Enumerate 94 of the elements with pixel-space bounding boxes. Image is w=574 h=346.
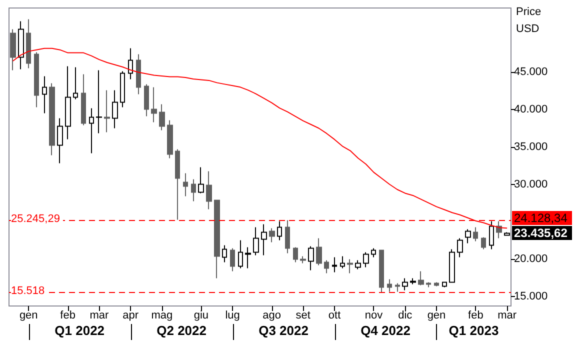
candlestick	[49, 82, 55, 156]
x-tick-label: ago	[262, 310, 281, 322]
y-tick-label: 20.000	[514, 252, 548, 265]
candlestick	[489, 220, 494, 250]
text: Q2 2022	[156, 323, 208, 338]
candlestick	[57, 118, 63, 164]
text: Q4 2022	[360, 323, 412, 338]
candlestick	[363, 252, 369, 268]
candlestick	[418, 270, 424, 286]
candlestick	[457, 238, 463, 258]
ref-line-label: 15.518	[11, 285, 48, 298]
y-tick-label: 40.000	[514, 104, 548, 116]
candlestick	[81, 74, 86, 126]
candlestick	[481, 236, 486, 250]
x-tick-label: giu	[194, 310, 209, 322]
candlestick	[316, 238, 322, 266]
candlestick	[222, 244, 227, 263]
candlestick	[89, 108, 94, 154]
candlestick	[324, 260, 329, 274]
candlestick	[371, 248, 376, 258]
x-tick-label: mar	[90, 310, 110, 322]
candlestick	[159, 104, 165, 131]
candlestick	[277, 220, 282, 241]
x-tick-label: gen	[427, 310, 446, 322]
text: Q1 2023	[448, 323, 500, 338]
candlestick	[434, 282, 439, 287]
x-tick-label: nov	[364, 310, 384, 322]
x-tick-label: ott	[328, 310, 341, 322]
candlestick	[151, 86, 157, 123]
candlestick	[104, 90, 110, 133]
candlestick	[10, 28, 16, 71]
candlestick	[214, 200, 220, 279]
x-tick-label: apr	[122, 310, 139, 322]
y-tick-label: 15.000	[514, 290, 548, 302]
candlestick	[473, 226, 478, 242]
candlestick	[269, 228, 275, 243]
candlestick	[136, 54, 141, 95]
candlestick	[395, 282, 400, 292]
candlestick	[442, 282, 447, 288]
x-tick-label: feb	[468, 310, 484, 322]
candlestick	[387, 278, 392, 292]
candlestick	[347, 258, 353, 274]
candlestick	[308, 246, 314, 271]
candlestick	[300, 256, 306, 264]
candlestick	[340, 256, 345, 269]
candlestick	[245, 246, 251, 269]
y-tick-label: 45.000	[514, 66, 548, 78]
ref-line-label: 25.245,29	[11, 212, 63, 226]
candlestick	[128, 48, 133, 80]
y-tick-label: 35.000	[514, 140, 548, 153]
candlestick	[175, 148, 180, 220]
candlestick	[65, 66, 71, 140]
candlestick	[34, 52, 39, 108]
y-axis-title: Price USD	[516, 5, 542, 37]
candlestick	[426, 282, 431, 288]
candlestick	[261, 224, 267, 256]
x-tick-label: lug	[225, 310, 240, 322]
candlestick	[465, 228, 471, 244]
candlestick	[402, 278, 408, 291]
line-series	[12, 48, 508, 229]
candlestick	[112, 90, 118, 129]
candlestick	[355, 260, 361, 270]
x-tick-label: feb	[60, 310, 76, 322]
candlestick	[332, 256, 337, 273]
x-tick-label: mar	[498, 310, 517, 322]
candlestick	[167, 120, 173, 159]
candlestick	[238, 240, 243, 269]
x-tick-label: set	[296, 310, 310, 322]
data-label: 24.128,34	[512, 211, 572, 226]
candlestick	[410, 278, 416, 285]
candlestick	[144, 84, 149, 117]
candlestick	[18, 20, 24, 70]
candlestick	[191, 178, 196, 202]
candlestick	[230, 248, 235, 272]
text: Q1 2022	[54, 323, 106, 338]
candlestick	[96, 70, 102, 134]
candlestick	[449, 248, 455, 283]
y-tick-label: 30.000	[514, 178, 548, 190]
candlestick	[73, 66, 78, 100]
x-tick-label: gen	[19, 310, 38, 322]
candlestick	[183, 172, 188, 197]
text: 23.435,62	[514, 226, 568, 240]
candlestick	[253, 226, 259, 256]
x-tick-label: dic	[398, 310, 413, 322]
candlestick	[285, 220, 290, 254]
candlestick	[198, 166, 204, 194]
candlestick	[293, 246, 298, 263]
text: Q3 2022	[258, 323, 310, 338]
candlestick	[26, 18, 31, 69]
candlestick	[379, 250, 384, 293]
x-tick-label: mag	[151, 310, 173, 322]
candlestick	[42, 76, 47, 114]
candlestick	[206, 170, 212, 210]
candlestick	[120, 70, 125, 108]
